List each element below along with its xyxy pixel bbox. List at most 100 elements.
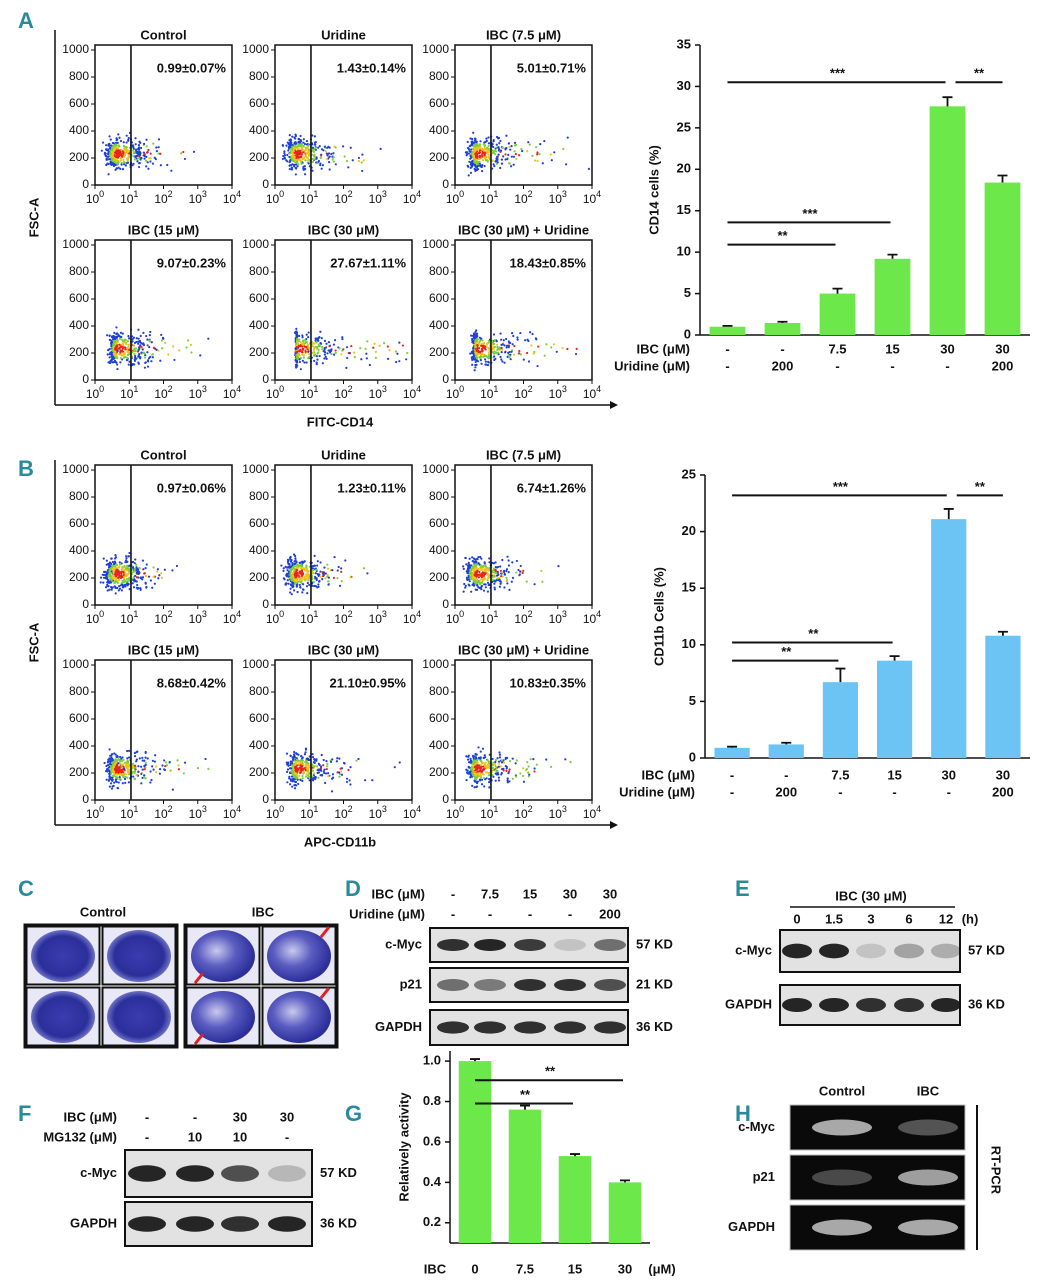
event-dot <box>303 753 307 756</box>
event-dot <box>488 781 491 784</box>
event-dot <box>110 359 113 362</box>
event-dot <box>294 173 297 176</box>
tick-base: 10 <box>334 192 348 206</box>
event-dot <box>291 563 294 567</box>
event-dot <box>144 575 148 578</box>
y-tick-label: 0 <box>82 177 89 191</box>
event-dot <box>112 334 115 338</box>
event-dot <box>345 346 349 349</box>
tick-exp: 3 <box>382 609 387 619</box>
event-dot <box>296 145 299 148</box>
event-dot <box>305 140 309 143</box>
y-tick-label: 800 <box>69 69 89 83</box>
event-dot <box>569 761 572 764</box>
tick-exp: 4 <box>236 384 241 394</box>
event-dot <box>163 759 166 762</box>
event-dot <box>139 347 143 350</box>
event-dot <box>137 348 140 352</box>
event-dot <box>468 557 471 560</box>
event-dot <box>471 784 474 787</box>
event-dot <box>290 770 293 773</box>
event-dot <box>300 147 303 150</box>
event-dot <box>294 565 297 568</box>
event-dot <box>302 347 305 350</box>
percentage: 1.43±0.14% <box>337 60 407 75</box>
event-dot <box>134 137 137 140</box>
event-dot <box>288 141 292 145</box>
event-dot <box>304 159 307 162</box>
event-dot <box>505 337 508 341</box>
y-tick-label: 400 <box>249 318 269 332</box>
event-dot <box>325 765 329 768</box>
tick-exp: 0 <box>99 804 104 814</box>
event-dot <box>324 572 327 575</box>
event-dot <box>301 359 304 362</box>
y-tick-label: 0 <box>442 372 449 386</box>
x-tick-label: 100 <box>446 609 464 626</box>
event-dot <box>192 150 196 153</box>
event-dot <box>127 749 131 753</box>
event-dot <box>327 349 330 352</box>
event-dot <box>475 574 478 577</box>
event-dot <box>467 569 470 572</box>
event-dot <box>196 766 200 770</box>
event-dot <box>536 151 539 154</box>
event-dot <box>131 145 134 148</box>
event-dot <box>466 564 470 567</box>
event-dot <box>111 355 115 358</box>
event-dot <box>478 336 481 339</box>
tick-base: 10 <box>403 612 417 626</box>
event-dot <box>294 133 297 136</box>
event-dot <box>311 169 314 172</box>
event-dot <box>301 591 304 594</box>
event-dot <box>495 579 498 582</box>
event-dot <box>485 137 488 140</box>
y-tick-label: 400 <box>69 123 89 137</box>
event-dot <box>499 582 502 585</box>
event-dot <box>520 147 523 151</box>
event-dot <box>535 763 538 766</box>
event-dot <box>285 770 289 773</box>
event-dot <box>496 155 499 158</box>
event-dot <box>497 348 500 351</box>
event-dot <box>470 156 473 159</box>
tick-exp: 2 <box>348 804 353 814</box>
event-dot <box>366 340 369 343</box>
event-dot <box>135 572 139 575</box>
event-dot <box>123 580 126 583</box>
event-dot <box>155 146 158 149</box>
event-dot <box>150 778 153 782</box>
event-dot <box>318 763 321 767</box>
event-dot <box>307 764 310 767</box>
event-dot <box>469 352 472 355</box>
event-dot <box>474 776 477 779</box>
event-dot <box>117 149 120 152</box>
event-dot <box>105 563 108 566</box>
event-dot <box>324 150 327 153</box>
tick-exp: 0 <box>279 804 284 814</box>
tick-exp: 1 <box>313 609 318 619</box>
event-dot <box>533 767 536 770</box>
event-dot <box>114 580 117 583</box>
event-dot <box>476 584 479 587</box>
event-dot <box>110 344 113 348</box>
event-dot <box>108 158 112 161</box>
event-dot <box>510 350 513 353</box>
event-dot <box>308 159 311 162</box>
event-dot <box>338 584 342 587</box>
event-dot <box>300 567 303 570</box>
event-dot <box>357 159 361 163</box>
event-dot <box>474 576 477 580</box>
event-dot <box>121 168 125 171</box>
event-dot <box>120 765 123 768</box>
y-tick-label: 1000 <box>422 462 449 476</box>
event-dot <box>122 341 125 344</box>
event-dot <box>566 347 569 351</box>
event-dot <box>473 168 477 171</box>
event-dot <box>318 573 321 576</box>
event-dot <box>470 162 473 165</box>
x-tick-label: 104 <box>403 609 421 626</box>
event-dot <box>297 763 300 766</box>
event-dot <box>316 769 319 772</box>
